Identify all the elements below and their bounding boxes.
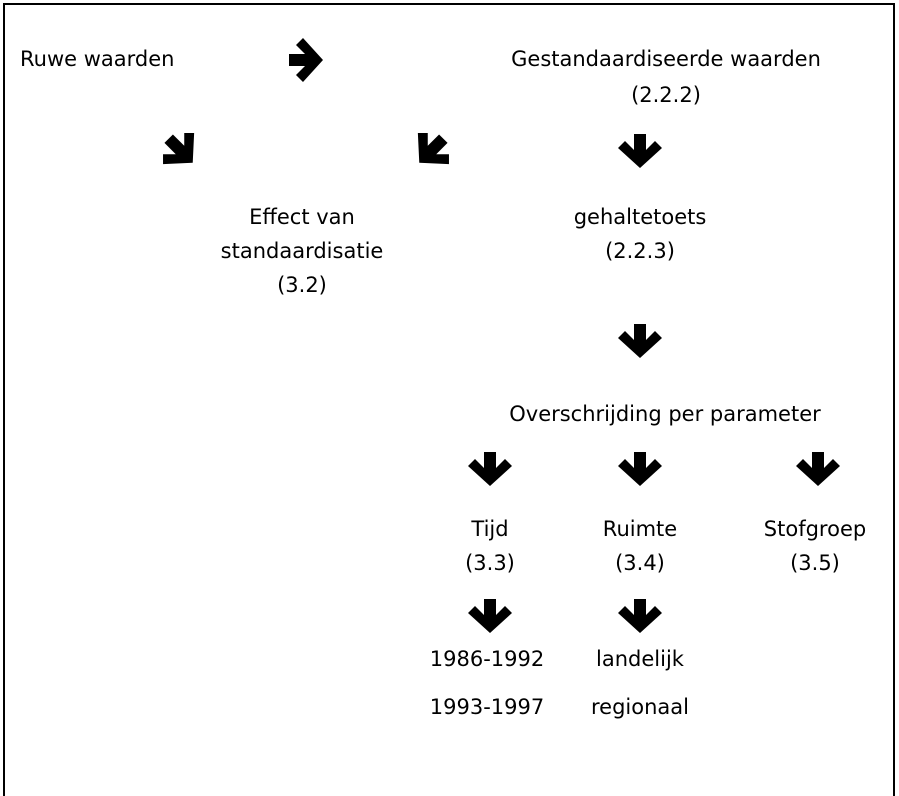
node-text: (3.5): [790, 551, 840, 575]
node-text: (3.3): [465, 551, 515, 575]
node-text: regionaal: [591, 695, 689, 719]
frame: [3, 3, 895, 796]
arrow: [618, 599, 662, 633]
node-text: (2.2.2): [631, 83, 701, 107]
node-text: Gestandaardiseerde waarden: [511, 47, 821, 71]
node-text: Effect van: [249, 205, 355, 229]
arrow: [618, 134, 662, 168]
arrow: [796, 452, 840, 486]
arrow: [618, 324, 662, 358]
arrow: [289, 38, 323, 82]
node-text: Ruwe waarden: [20, 47, 174, 71]
node-text: (2.2.3): [605, 239, 675, 263]
node-text: Overschrijding per parameter: [509, 402, 821, 426]
node-text: (3.2): [277, 273, 327, 297]
arrow: [153, 123, 209, 179]
node-text: 1993-1997: [430, 695, 544, 719]
arrow: [468, 599, 512, 633]
node-text: landelijk: [596, 647, 685, 671]
node-text: 1986-1992: [430, 647, 544, 671]
node-text: gehaltetoets: [574, 205, 707, 229]
arrow: [403, 123, 459, 179]
node-text: Tijd: [470, 517, 508, 541]
arrow: [618, 452, 662, 486]
node-text: Stofgroep: [764, 517, 866, 541]
node-text: (3.4): [615, 551, 665, 575]
node-text: Ruimte: [603, 517, 677, 541]
node-text: standaardisatie: [221, 239, 384, 263]
arrow: [468, 452, 512, 486]
